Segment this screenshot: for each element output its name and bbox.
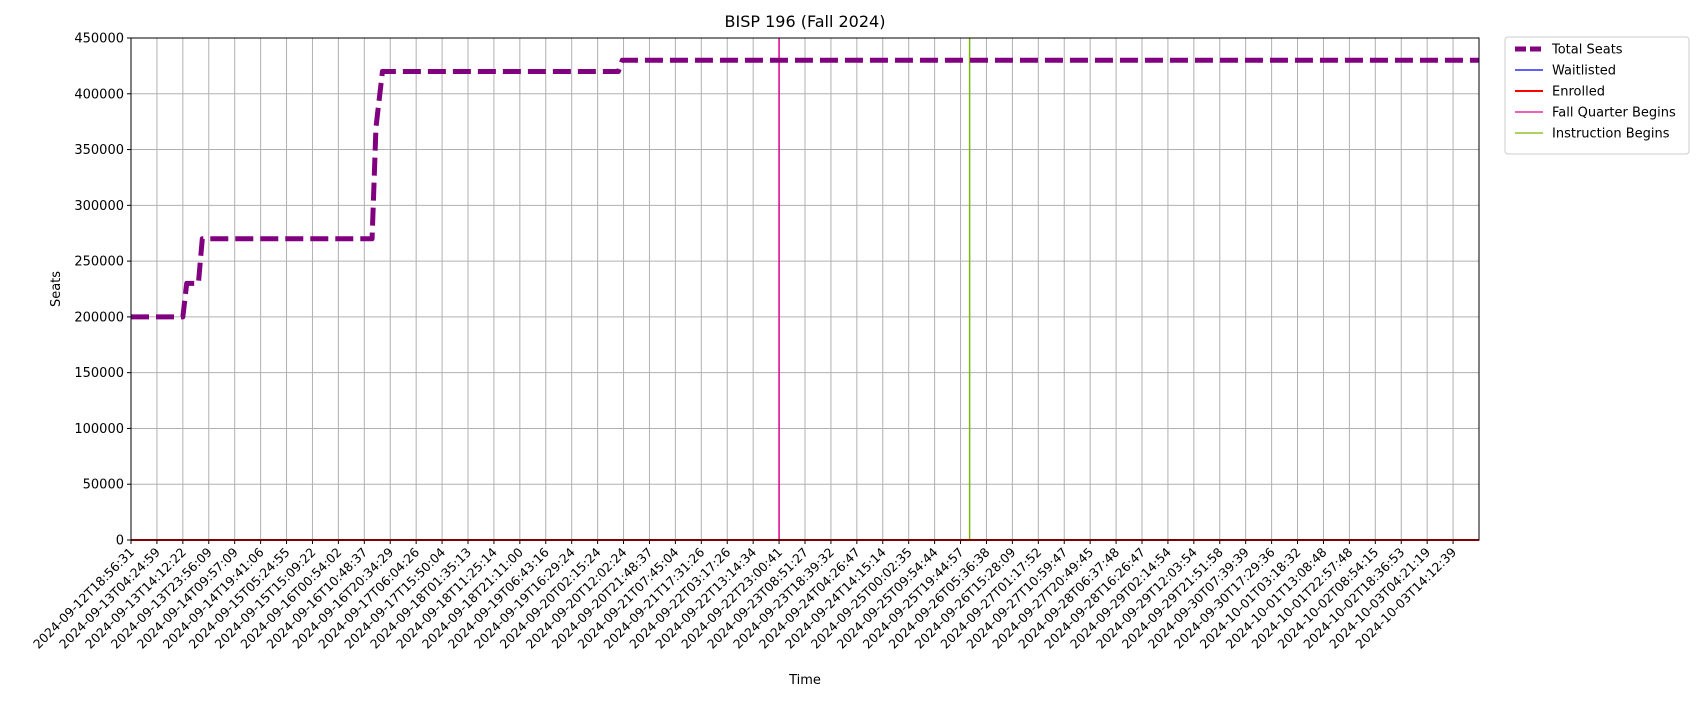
- legend-label: Enrolled: [1552, 85, 1605, 100]
- y-tick-label: 300000: [74, 199, 124, 214]
- legend-box: [1504, 36, 1690, 155]
- y-tick-label: 0: [116, 534, 124, 549]
- legend-label: Waitlisted: [1552, 64, 1616, 79]
- grid: [130, 37, 1479, 541]
- legend-label: Total Seats: [1551, 43, 1623, 58]
- legend: Total Seats Waitlisted Enrolled Fall Quarte…: [1504, 36, 1690, 155]
- y-tick-label: 250000: [74, 255, 124, 270]
- y-axis: 0 50000 100000 150000 200000 250000 300000 3500…: [74, 32, 131, 549]
- y-tick-label: 50000: [83, 478, 124, 493]
- event-lines: [778, 38, 971, 540]
- x-axis: 2024-09-12T18:56:312024-09-13T04:24:5920…: [30, 540, 1459, 652]
- y-tick-label: 150000: [74, 366, 124, 381]
- legend-label: Instruction Begins: [1552, 127, 1670, 142]
- x-axis-label: Time: [788, 673, 821, 688]
- legend-label: Fall Quarter Begins: [1552, 106, 1676, 121]
- y-tick-label: 100000: [74, 422, 124, 437]
- y-tick-label: 200000: [74, 310, 124, 325]
- y-tick-label: 350000: [74, 143, 124, 158]
- y-tick-label: 400000: [74, 87, 124, 102]
- series-total-seats: [131, 57, 1479, 320]
- y-tick-label: 450000: [74, 32, 124, 47]
- chart-title: BISP 196 (Fall 2024): [725, 12, 886, 31]
- y-axis-label: Seats: [49, 271, 64, 307]
